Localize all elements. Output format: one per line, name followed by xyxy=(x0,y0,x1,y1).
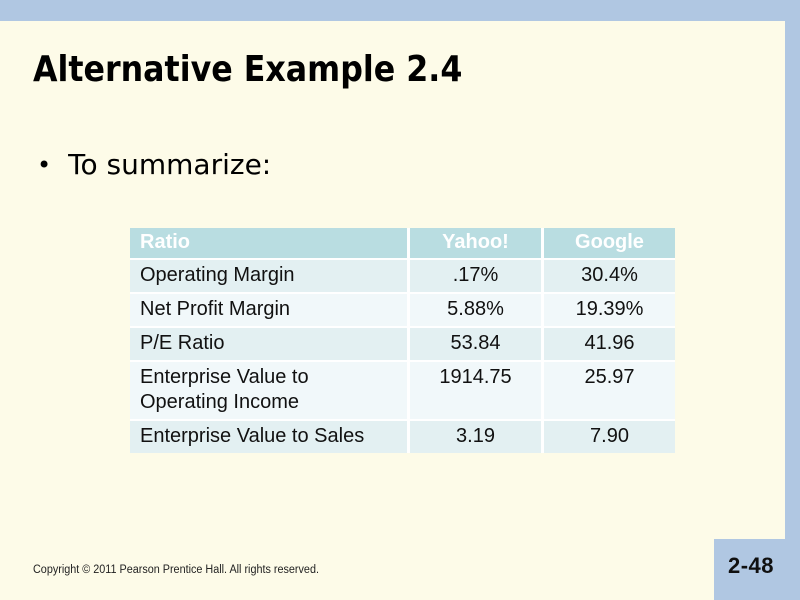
right-border-bar xyxy=(785,21,800,600)
table-row: Operating Margin .17% 30.4% xyxy=(130,259,675,294)
bullet-icon: • xyxy=(37,151,52,180)
ratio-name-cell: Net Profit Margin xyxy=(130,293,410,328)
bullet-text: To summarize: xyxy=(68,148,272,181)
table-row: Enterprise Value to Operating Income 191… xyxy=(130,361,675,421)
google-value-cell: 7.90 xyxy=(542,420,675,453)
ratio-name-cell: Enterprise Value to Sales xyxy=(130,420,410,453)
ratio-name-cell: Operating Margin xyxy=(130,259,410,294)
table-row: Net Profit Margin 5.88% 19.39% xyxy=(130,293,675,328)
column-header-google: Google xyxy=(542,228,675,260)
column-header-yahoo: Yahoo! xyxy=(408,228,544,260)
top-border-bar xyxy=(0,0,800,21)
yahoo-value-cell: 1914.75 xyxy=(408,361,544,421)
table-row: P/E Ratio 53.84 41.96 xyxy=(130,327,675,362)
table-row: Enterprise Value to Sales 3.19 7.90 xyxy=(130,420,675,453)
yahoo-value-cell: 5.88% xyxy=(408,293,544,328)
bullet-line: • To summarize: xyxy=(37,148,272,181)
google-value-cell: 19.39% xyxy=(542,293,675,328)
table-header-row: Ratio Yahoo! Google xyxy=(130,228,675,260)
yahoo-value-cell: 3.19 xyxy=(408,420,544,453)
page-number-badge: 2-48 xyxy=(714,539,800,600)
google-value-cell: 25.97 xyxy=(542,361,675,421)
google-value-cell: 41.96 xyxy=(542,327,675,362)
ratio-name-cell: P/E Ratio xyxy=(130,327,410,362)
summary-table: Ratio Yahoo! Google Operating Margin .17… xyxy=(130,228,675,453)
slide-title: Alternative Example 2.4 xyxy=(33,49,463,90)
copyright-text: Copyright © 2011 Pearson Prentice Hall. … xyxy=(33,564,319,576)
google-value-cell: 30.4% xyxy=(542,259,675,294)
yahoo-value-cell: 53.84 xyxy=(408,327,544,362)
ratio-name-cell: Enterprise Value to Operating Income xyxy=(130,361,410,421)
yahoo-value-cell: .17% xyxy=(408,259,544,294)
page-number: 2-48 xyxy=(727,552,775,578)
column-header-ratio: Ratio xyxy=(130,228,410,260)
